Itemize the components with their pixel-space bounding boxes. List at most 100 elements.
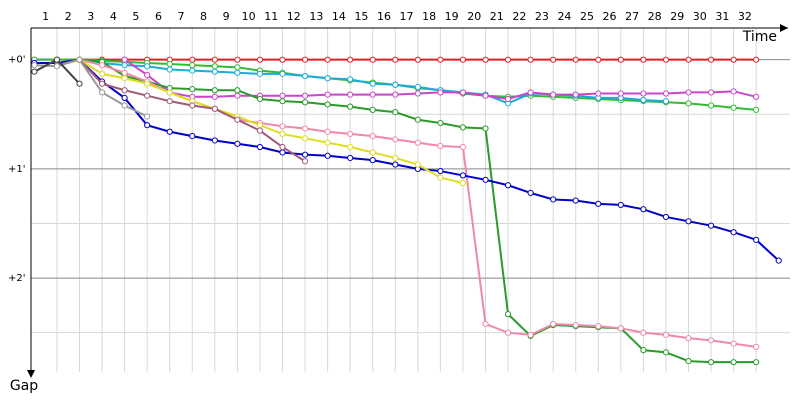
series-point [662,331,670,338]
series-point [234,116,241,123]
series-point [459,172,467,179]
series-point [640,56,647,63]
series-point [189,67,196,74]
series-point [685,100,692,107]
series-point [53,56,61,63]
series-point [144,113,151,120]
series-point [527,189,534,197]
series-point [234,64,241,71]
series-point [685,218,692,225]
y-tick-label: +2' [8,273,26,284]
series-point [414,56,421,63]
x-tick-label: 24 [557,10,571,23]
x-tick-label: 4 [110,10,117,23]
series-point [144,92,151,99]
series-point [166,128,173,135]
series-point [166,60,173,68]
series-point [301,125,309,132]
series-point [324,56,331,63]
series-point [572,56,579,63]
series-point [640,347,647,354]
series-point [76,80,83,87]
series-point [369,80,376,87]
series-point [121,56,128,63]
x-tick-label: 6 [155,10,162,23]
x-tick-label: 22 [512,10,526,23]
series-point [459,179,467,187]
series-point [347,154,354,162]
series-point [121,87,128,94]
x-tick-label: 17 [400,10,414,23]
series-point [211,56,218,63]
x-tick-label: 29 [670,10,684,23]
series-point [76,56,83,63]
series-point [527,56,534,63]
series-point [730,340,737,347]
series-point [753,93,760,100]
series-point [279,92,286,99]
series-point [707,359,715,366]
series-point [482,56,489,63]
series-point [482,320,489,328]
series-point [31,68,38,75]
series-point [482,92,489,99]
series-point [707,337,715,344]
series-point [211,87,218,94]
series-point [504,182,512,189]
series-point [324,139,331,146]
x-tick-label: 11 [264,10,278,23]
x-tick-label: 16 [377,10,391,23]
series-point [301,92,309,99]
series-point [640,96,647,104]
series-point [234,92,241,99]
series-point [279,123,286,130]
series-point [414,90,421,97]
series-line [78,58,464,185]
series-point [572,321,579,329]
series-point [482,125,489,132]
x-tick-label: 23 [535,10,549,23]
series-point [392,81,399,88]
series-point [753,343,760,350]
series-point [166,98,173,105]
series-point [730,359,737,366]
series-point [662,90,670,97]
series-point [707,89,715,96]
series-point [301,151,309,158]
series-point [414,116,421,123]
series-line [34,58,148,118]
series-point [279,70,286,77]
series-point [324,152,331,159]
series-point [189,56,196,63]
series-point [211,105,218,112]
series-point [572,91,579,98]
series-point [753,106,760,114]
x-tick-label: 13 [309,10,323,23]
series-point [707,102,715,109]
series-point [392,154,399,162]
x-tick-label: 7 [177,10,184,23]
series-point [662,56,670,63]
series-point [211,68,218,75]
series-point [301,72,309,80]
series-point [347,143,354,151]
series-point [324,128,331,135]
series-point [550,320,557,328]
series-point [144,122,151,129]
series-point [392,161,399,168]
series-point [369,56,376,63]
x-tick-label: 21 [490,10,504,23]
series-point [437,174,444,181]
series-point [144,80,151,87]
series-point [504,95,512,103]
series-point [301,135,309,142]
series-point [53,63,61,70]
series-point [550,91,557,98]
series-point [279,98,286,105]
series-point [640,206,647,213]
series-point [369,157,376,164]
series-point [707,222,715,229]
series-point [527,89,534,96]
series-point [234,87,241,94]
